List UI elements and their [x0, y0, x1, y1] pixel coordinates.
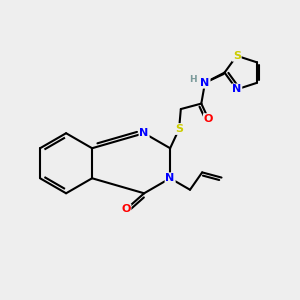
Text: O: O	[121, 205, 130, 214]
Text: N: N	[200, 78, 210, 88]
Text: O: O	[204, 114, 213, 124]
Text: S: S	[233, 51, 241, 61]
Text: N: N	[166, 173, 175, 183]
Text: N: N	[140, 128, 149, 138]
Text: H: H	[189, 75, 196, 84]
Text: S: S	[175, 124, 183, 134]
Text: N: N	[232, 84, 242, 94]
